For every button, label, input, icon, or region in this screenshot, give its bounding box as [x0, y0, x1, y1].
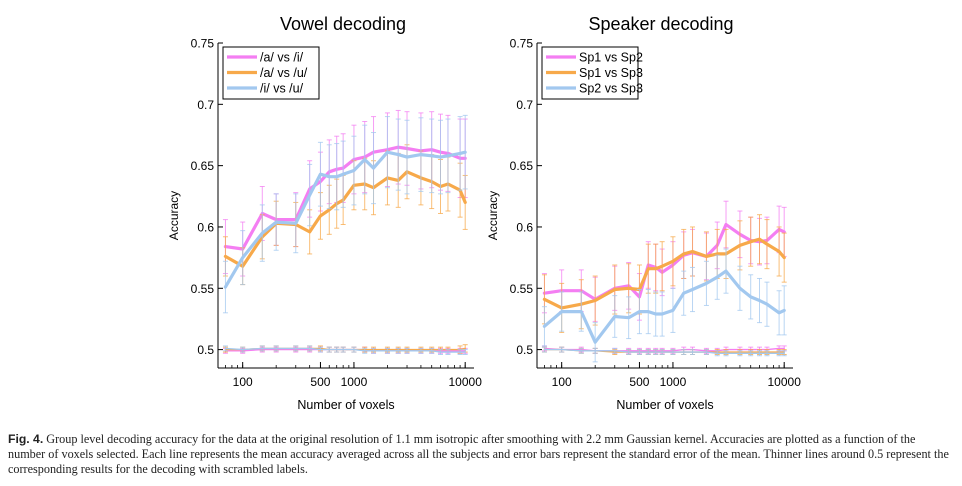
scrambled-series-2 [541, 346, 787, 357]
scrambled-series-2 [222, 345, 468, 356]
series-0 [222, 109, 468, 277]
y-axis-label: Accuracy [486, 191, 500, 240]
x-tick-label: 10000 [768, 375, 802, 389]
legend-label: /a/ vs /i/ [260, 51, 304, 65]
x-tick-label: 1000 [660, 375, 687, 389]
legend-label: Sp1 vs Sp3 [579, 66, 643, 80]
series-line [224, 347, 466, 353]
legend-label: /a/ vs /u/ [260, 66, 308, 80]
figure-caption: Fig. 4. Group level decoding accuracy fo… [8, 432, 954, 477]
y-tick-label: 0.55 [191, 282, 215, 296]
x-axis-label: Number of voxels [297, 398, 394, 412]
y-tick-label: 0.65 [510, 159, 534, 173]
series-line [223, 170, 467, 268]
y-tick-label: 0.55 [510, 282, 534, 296]
y-tick-label: 0.5 [516, 343, 533, 357]
y-tick-label: 0.7 [516, 98, 533, 112]
y-tick-label: 0.65 [191, 159, 215, 173]
series-line [542, 237, 786, 310]
x-tick-label: 100 [233, 375, 253, 389]
figure: Vowel decoding 0.5 0.55 0.6 0.65 0.7 0.75 100 50… [167, 14, 801, 412]
caption-label: Fig. 4. [8, 432, 44, 446]
y-axis-label: Accuracy [167, 191, 181, 240]
series-line [223, 150, 467, 289]
series-line [542, 222, 786, 301]
x-tick-label: 1000 [341, 375, 368, 389]
series-line [542, 269, 786, 344]
x-tick-label: 100 [552, 375, 572, 389]
x-tick-label: 10000 [449, 375, 483, 389]
y-tick-label: 0.6 [197, 220, 214, 234]
series-line [543, 348, 785, 354]
y-tick-label: 0.75 [191, 37, 215, 51]
series-2 [222, 114, 468, 314]
caption-text: Group level decoding accuracy for the da… [8, 432, 949, 476]
y-tick-label: 0.6 [516, 220, 533, 234]
y-tick-label: 0.75 [510, 37, 534, 51]
y-tick-label: 0.7 [197, 98, 214, 112]
series-2 [541, 248, 787, 363]
chart-title: Vowel decoding [280, 14, 406, 34]
panel-vowel: Vowel decoding 0.5 0.55 0.6 0.65 0.7 0.75 100 50… [167, 14, 482, 412]
legend-label: /i/ vs /u/ [260, 82, 304, 96]
legend-label: Sp1 vs Sp2 [579, 51, 643, 65]
x-axis-label: Number of voxels [616, 398, 713, 412]
panel-speaker: Speaker decoding 0.5 0.55 0.6 0.65 0.7 0.75 100… [486, 14, 801, 412]
x-tick-label: 500 [629, 375, 649, 389]
chart-title: Speaker decoding [588, 14, 733, 34]
legend-label: Sp2 vs Sp3 [579, 82, 643, 96]
y-tick-label: 0.5 [197, 343, 214, 357]
series-line [223, 145, 467, 251]
x-tick-label: 500 [310, 375, 330, 389]
